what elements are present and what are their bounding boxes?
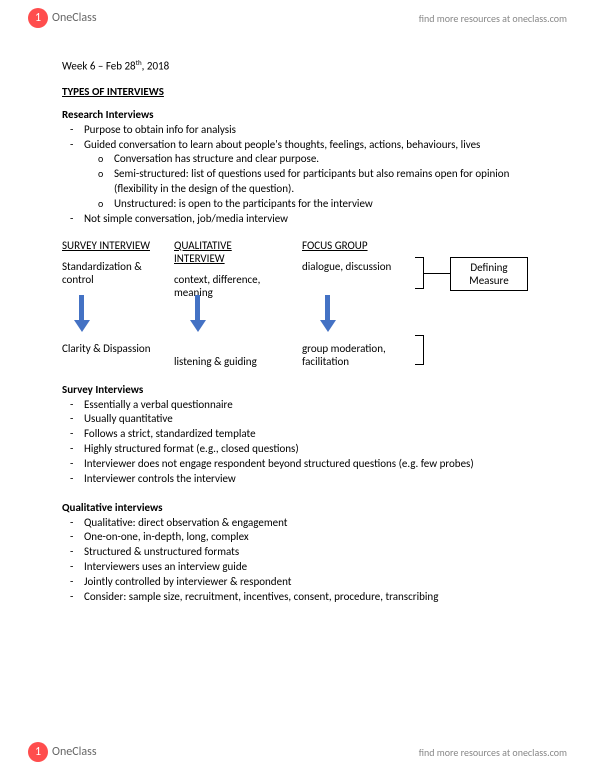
list-item: One-on-one, in-depth, long, complex xyxy=(84,530,545,545)
col-bot: Clarity & Dispassion xyxy=(62,342,172,355)
logo-icon: 1 xyxy=(28,8,48,28)
list-item: Highly structured format (e.g., closed q… xyxy=(84,442,545,457)
list-item: Interviewer controls the interview xyxy=(84,472,545,487)
logo-text: OneClass xyxy=(52,11,97,25)
list-item: Interviewers uses an interview guide xyxy=(84,560,545,575)
page-header: 1 OneClass find more resources at onecla… xyxy=(0,0,595,36)
col-top: dialogue, discussion xyxy=(302,260,412,296)
brand-logo: 1 OneClass xyxy=(28,8,97,28)
list-text: Guided conversation to learn about peopl… xyxy=(84,138,480,151)
document-body: Week 6 – Feb 28th, 2018 TYPES OF INTERVI… xyxy=(62,58,545,605)
col-bot: listening & guiding xyxy=(174,355,284,368)
page-footer: 1 OneClass find more resources at onecla… xyxy=(0,734,595,770)
qual-heading: Qualitative interviews xyxy=(62,501,545,514)
qual-list: Qualitative: direct observation & engage… xyxy=(62,516,545,605)
arrow-down-icon xyxy=(74,295,88,331)
col-top: Standardization & control xyxy=(62,260,172,296)
research-sublist: Conversation has structure and clear pur… xyxy=(84,152,545,211)
survey-list: Essentially a verbal questionnaire Usual… xyxy=(62,398,545,487)
bracket-icon xyxy=(414,335,424,365)
connector-line xyxy=(424,273,450,274)
list-item: Usually quantitative xyxy=(84,412,545,427)
list-item: Follows a strict, standardized template xyxy=(84,427,545,442)
research-list: Purpose to obtain info for analysis Guid… xyxy=(62,123,545,227)
list-item: Interviewer does not engage respondent b… xyxy=(84,457,545,472)
brand-logo: 1 OneClass xyxy=(28,742,97,762)
arrow-down-icon xyxy=(190,295,204,331)
section-qualitative: Qualitative interviews Qualitative: dire… xyxy=(62,501,545,605)
section-research: Research Interviews Purpose to obtain in… xyxy=(62,108,545,227)
date-year: , 2018 xyxy=(142,60,170,73)
col-head: FOCUS GROUP xyxy=(302,239,412,252)
arrow-down-icon xyxy=(320,295,334,331)
box-line: Measure xyxy=(451,274,527,287)
list-item: Guided conversation to learn about peopl… xyxy=(84,138,545,212)
research-heading: Research Interviews xyxy=(62,108,545,121)
footer-link[interactable]: find more resources at oneclass.com xyxy=(419,746,567,759)
list-item: Consider: sample size, recruitment, ince… xyxy=(84,590,545,605)
section-survey: Survey Interviews Essentially a verbal q… xyxy=(62,383,545,487)
list-item: Purpose to obtain info for analysis xyxy=(84,123,545,138)
survey-heading: Survey Interviews xyxy=(62,383,545,396)
col-head: SURVEY INTERVIEW xyxy=(62,239,172,252)
list-item: Qualitative: direct observation & engage… xyxy=(84,516,545,531)
header-link[interactable]: find more resources at oneclass.com xyxy=(419,12,567,25)
col-focus-group: FOCUS GROUP dialogue, discussion group m… xyxy=(302,239,412,368)
col-head: QUALITATIVE INTERVIEW xyxy=(174,239,284,265)
list-item: Semi-structured: list of questions used … xyxy=(114,167,545,197)
list-item: Structured & unstructured formats xyxy=(84,545,545,560)
logo-text: OneClass xyxy=(52,745,97,759)
date-line: Week 6 – Feb 28th, 2018 xyxy=(62,58,545,73)
interview-types-diagram: SURVEY INTERVIEW Standardization & contr… xyxy=(62,239,545,369)
page-title: TYPES OF INTERVIEWS xyxy=(62,85,545,98)
defining-measure-box: Defining Measure xyxy=(450,257,528,291)
box-line: Defining xyxy=(451,261,527,274)
list-item: Conversation has structure and clear pur… xyxy=(114,152,545,167)
list-item: Essentially a verbal questionnaire xyxy=(84,398,545,413)
list-item: Jointly controlled by interviewer & resp… xyxy=(84,575,545,590)
list-item: Not simple conversation, job/media inter… xyxy=(84,212,545,227)
list-item: Unstructured: is open to the participant… xyxy=(114,197,545,212)
logo-icon: 1 xyxy=(28,742,48,762)
col-bot: group moderation, facilitation xyxy=(302,342,412,368)
bracket-icon xyxy=(414,257,424,289)
date-prefix: Week 6 – Feb 28 xyxy=(62,60,136,73)
